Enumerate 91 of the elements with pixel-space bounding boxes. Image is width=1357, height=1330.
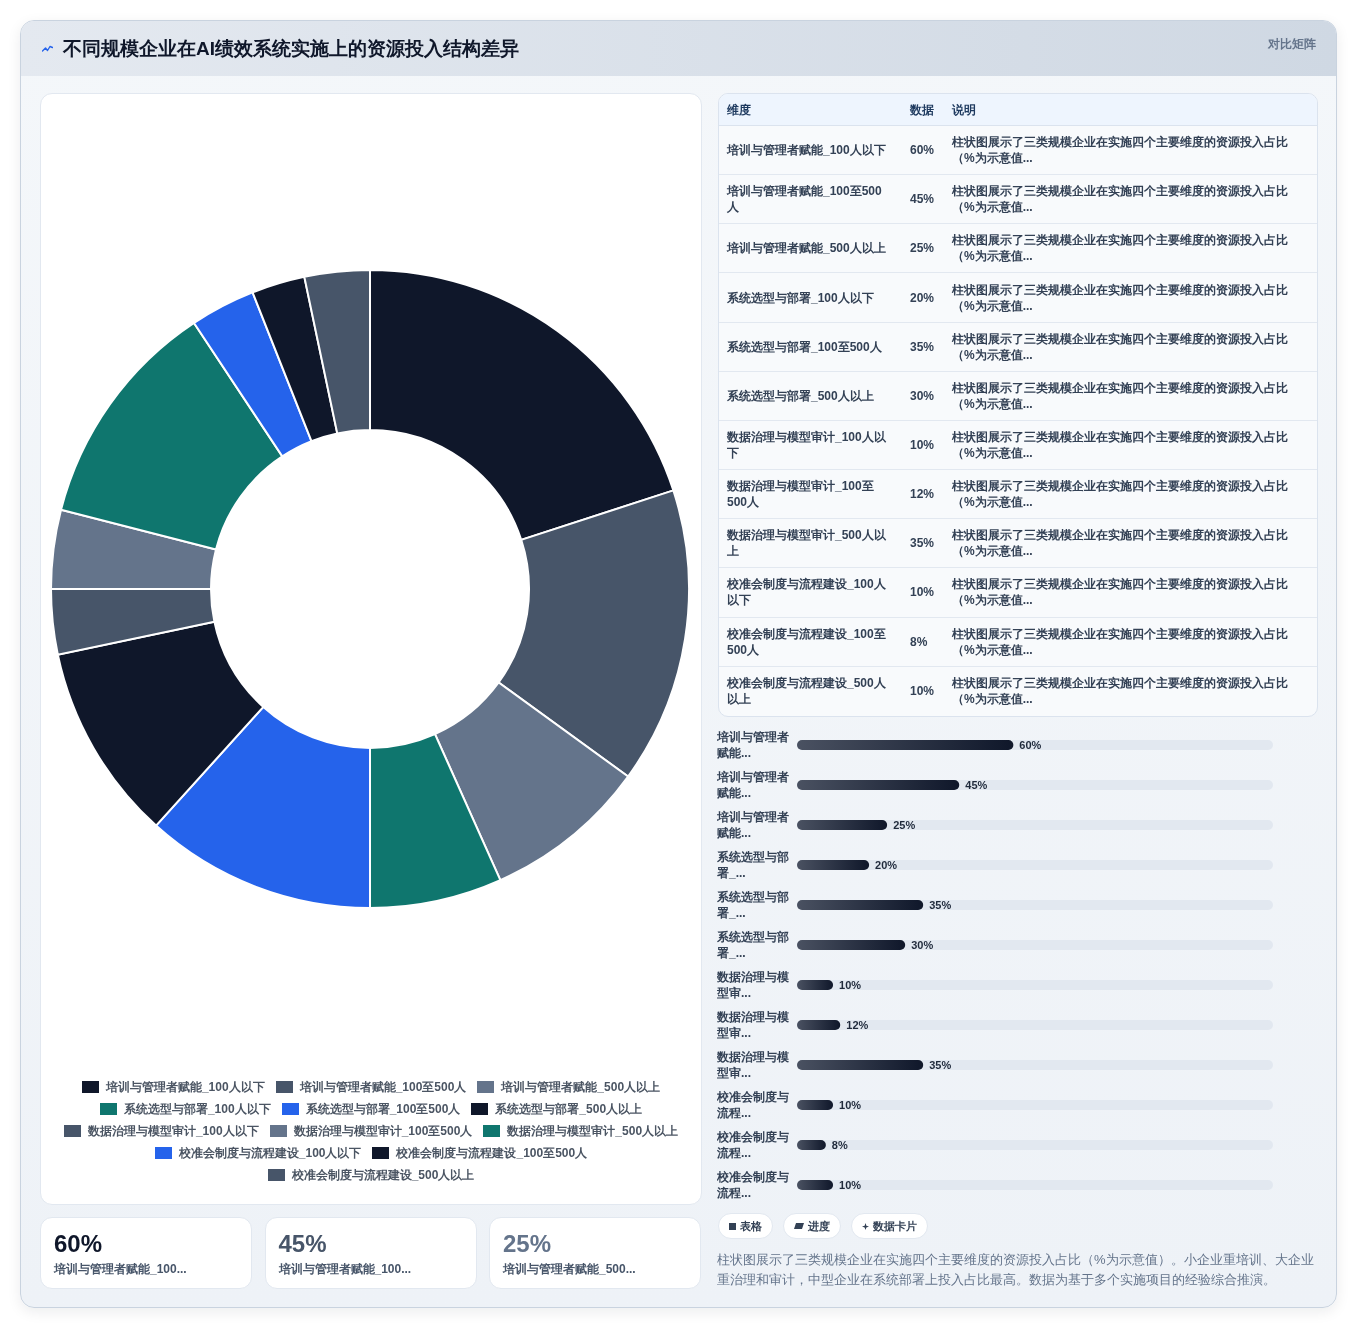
y-tick-label: 数据治理与模型审...	[716, 1010, 789, 1040]
bar	[797, 940, 906, 950]
text: 45%	[278, 1230, 327, 1257]
category-label: 校准会制度与流程建设_100人以下	[727, 577, 886, 608]
legend-label: 系统选型与部署_100人以下	[123, 1101, 271, 1118]
text: 柱状图展示了三类规模企业在实施四个主要维度的资源投入占比（%为示意值...	[952, 528, 1288, 559]
data-label: 35%	[929, 1059, 952, 1071]
legend-label: 培训与管理者赋能_100至500人	[299, 1079, 467, 1096]
text: 柱状图展示了三类规模企业在实施四个主要维度的资源投入占比（%为示意值...	[952, 135, 1288, 166]
category-label: 培训与管理者赋能_100...	[54, 1262, 187, 1276]
data-label: 10%	[839, 1099, 862, 1111]
data-label: 10%	[839, 979, 862, 991]
tag-chip: 表格	[718, 1213, 773, 1239]
text: 柱状图展示了三类规模企业在实施四个主要维度的资源投入占比（%为示意值...	[952, 626, 1288, 657]
data-label: 8%	[831, 1139, 848, 1151]
y-tick-label: 系统选型与部署_...	[716, 890, 789, 920]
legend-label: 校准会制度与流程建设_500人以上	[291, 1167, 475, 1184]
text: 12%	[910, 487, 935, 502]
text: 45%	[910, 192, 935, 207]
text: 柱状图展示了三类规模企业在实施四个主要维度的资源投入占比（%为示意值...	[952, 430, 1288, 461]
data-label: 30%	[911, 939, 934, 951]
category-label: 培训与管理者赋能_500人以上	[727, 241, 886, 256]
legend-label: 培训与管理者赋能_100人以下	[105, 1079, 265, 1096]
text: 维度	[727, 102, 751, 117]
legend-label: 系统选型与部署_100至500人	[305, 1101, 461, 1118]
data-label: 12%	[846, 1019, 869, 1031]
y-tick-label: 系统选型与部署_...	[716, 850, 789, 880]
category-label: 培训与管理者赋能_100...	[278, 1262, 412, 1276]
text: 柱状图展示了三类规模企业在实施四个主要维度的资源投入占比（%为示意值）。小企业重培训、大企业重治理和审计，中型企业在系统部署上投入占比最高。数据为基于多个实施项目的经验综合推演。	[717, 1252, 1314, 1287]
bar	[797, 860, 870, 870]
text: 8%	[910, 634, 928, 649]
text: 20%	[910, 290, 935, 305]
chart-title: 不同规模企业在AI绩效系统实施上的资源投入结构差异	[63, 38, 519, 59]
text: 25%	[503, 1230, 552, 1257]
text: 60%	[54, 1230, 103, 1257]
data-label: 45%	[965, 779, 988, 791]
text: 10%	[910, 585, 935, 600]
tag-chip: 进度	[783, 1213, 841, 1239]
category-label: 系统选型与部署_500人以上	[727, 388, 874, 403]
y-tick-label: 数据治理与模型审...	[716, 970, 789, 1000]
legend-label: 数据治理与模型审计_100至500人	[293, 1123, 473, 1140]
category-label: 培训与管理者赋能_100至500人	[727, 184, 882, 215]
data-label: 10%	[839, 1179, 862, 1191]
text: 25%	[910, 241, 935, 256]
bar	[797, 820, 888, 830]
text: 柱状图展示了三类规模企业在实施四个主要维度的资源投入占比（%为示意值...	[952, 479, 1288, 510]
legend-label: 校准会制度与流程建设_100至500人	[396, 1145, 588, 1162]
category-label: 数据治理与模型审计_500人以上	[727, 528, 886, 559]
y-tick-label: 培训与管理者赋能...	[716, 730, 789, 760]
text: 柱状图展示了三类规模企业在实施四个主要维度的资源投入占比（%为示意值...	[952, 676, 1288, 707]
text: 柱状图展示了三类规模企业在实施四个主要维度的资源投入占比（%为示意值...	[952, 184, 1288, 215]
bar	[797, 1020, 841, 1030]
category-label: 数据治理与模型审计_100人以下	[727, 430, 886, 461]
text: 柱状图展示了三类规模企业在实施四个主要维度的资源投入占比（%为示意值...	[952, 282, 1288, 313]
y-tick-label: 校准会制度与流程...	[716, 1090, 789, 1120]
category-label: 数据治理与模型审计_100至500人	[727, 479, 874, 510]
legend-label: 数据治理与模型审计_100人以下	[87, 1123, 259, 1140]
text: 柱状图展示了三类规模企业在实施四个主要维度的资源投入占比（%为示意值...	[952, 380, 1288, 411]
data-label: 35%	[929, 899, 952, 911]
text: 30%	[910, 388, 935, 403]
y-tick-label: 数据治理与模型审...	[716, 1050, 789, 1080]
y-tick-label: 培训与管理者赋能...	[716, 770, 789, 800]
category-label: 培训与管理者赋能_100人以下	[727, 143, 886, 158]
category-label: 培训与管理者赋能_500...	[503, 1262, 636, 1276]
tag-chip: 数据卡片	[851, 1213, 928, 1239]
legend-label: 培训与管理者赋能_500人以上	[501, 1079, 661, 1096]
category-label: 系统选型与部署_100人以下	[727, 290, 874, 305]
y-tick-label: 系统选型与部署_...	[716, 930, 789, 960]
text: 35%	[910, 339, 935, 354]
y-tick-label: 校准会制度与流程...	[716, 1170, 789, 1200]
data-label: 25%	[893, 819, 916, 831]
text: 说明	[952, 102, 976, 117]
category-label: 校准会制度与流程建设_100至500人	[727, 626, 886, 657]
text: 数据	[910, 102, 934, 117]
legend-label: 系统选型与部署_500人以上	[495, 1101, 643, 1118]
data-label: 20%	[875, 859, 898, 871]
legend-label: 数据治理与模型审计_500人以上	[507, 1123, 679, 1140]
legend-label: 校准会制度与流程建设_100人以下	[178, 1145, 362, 1162]
text: 柱状图展示了三类规模企业在实施四个主要维度的资源投入占比（%为示意值...	[952, 577, 1288, 608]
text: 60%	[910, 143, 935, 158]
text: 10%	[910, 438, 935, 453]
y-tick-label: 培训与管理者赋能...	[716, 810, 789, 840]
data-label: 60%	[1019, 739, 1042, 751]
category-label: 校准会制度与流程建设_500人以上	[727, 676, 886, 707]
text: 对比矩阵	[1268, 37, 1316, 51]
text: 10%	[910, 684, 935, 699]
text: 35%	[910, 536, 935, 551]
text: 柱状图展示了三类规模企业在实施四个主要维度的资源投入占比（%为示意值...	[952, 331, 1288, 362]
text: 柱状图展示了三类规模企业在实施四个主要维度的资源投入占比（%为示意值...	[952, 233, 1288, 264]
y-tick-label: 校准会制度与流程...	[716, 1130, 789, 1160]
category-label: 系统选型与部署_100至500人	[727, 339, 882, 354]
